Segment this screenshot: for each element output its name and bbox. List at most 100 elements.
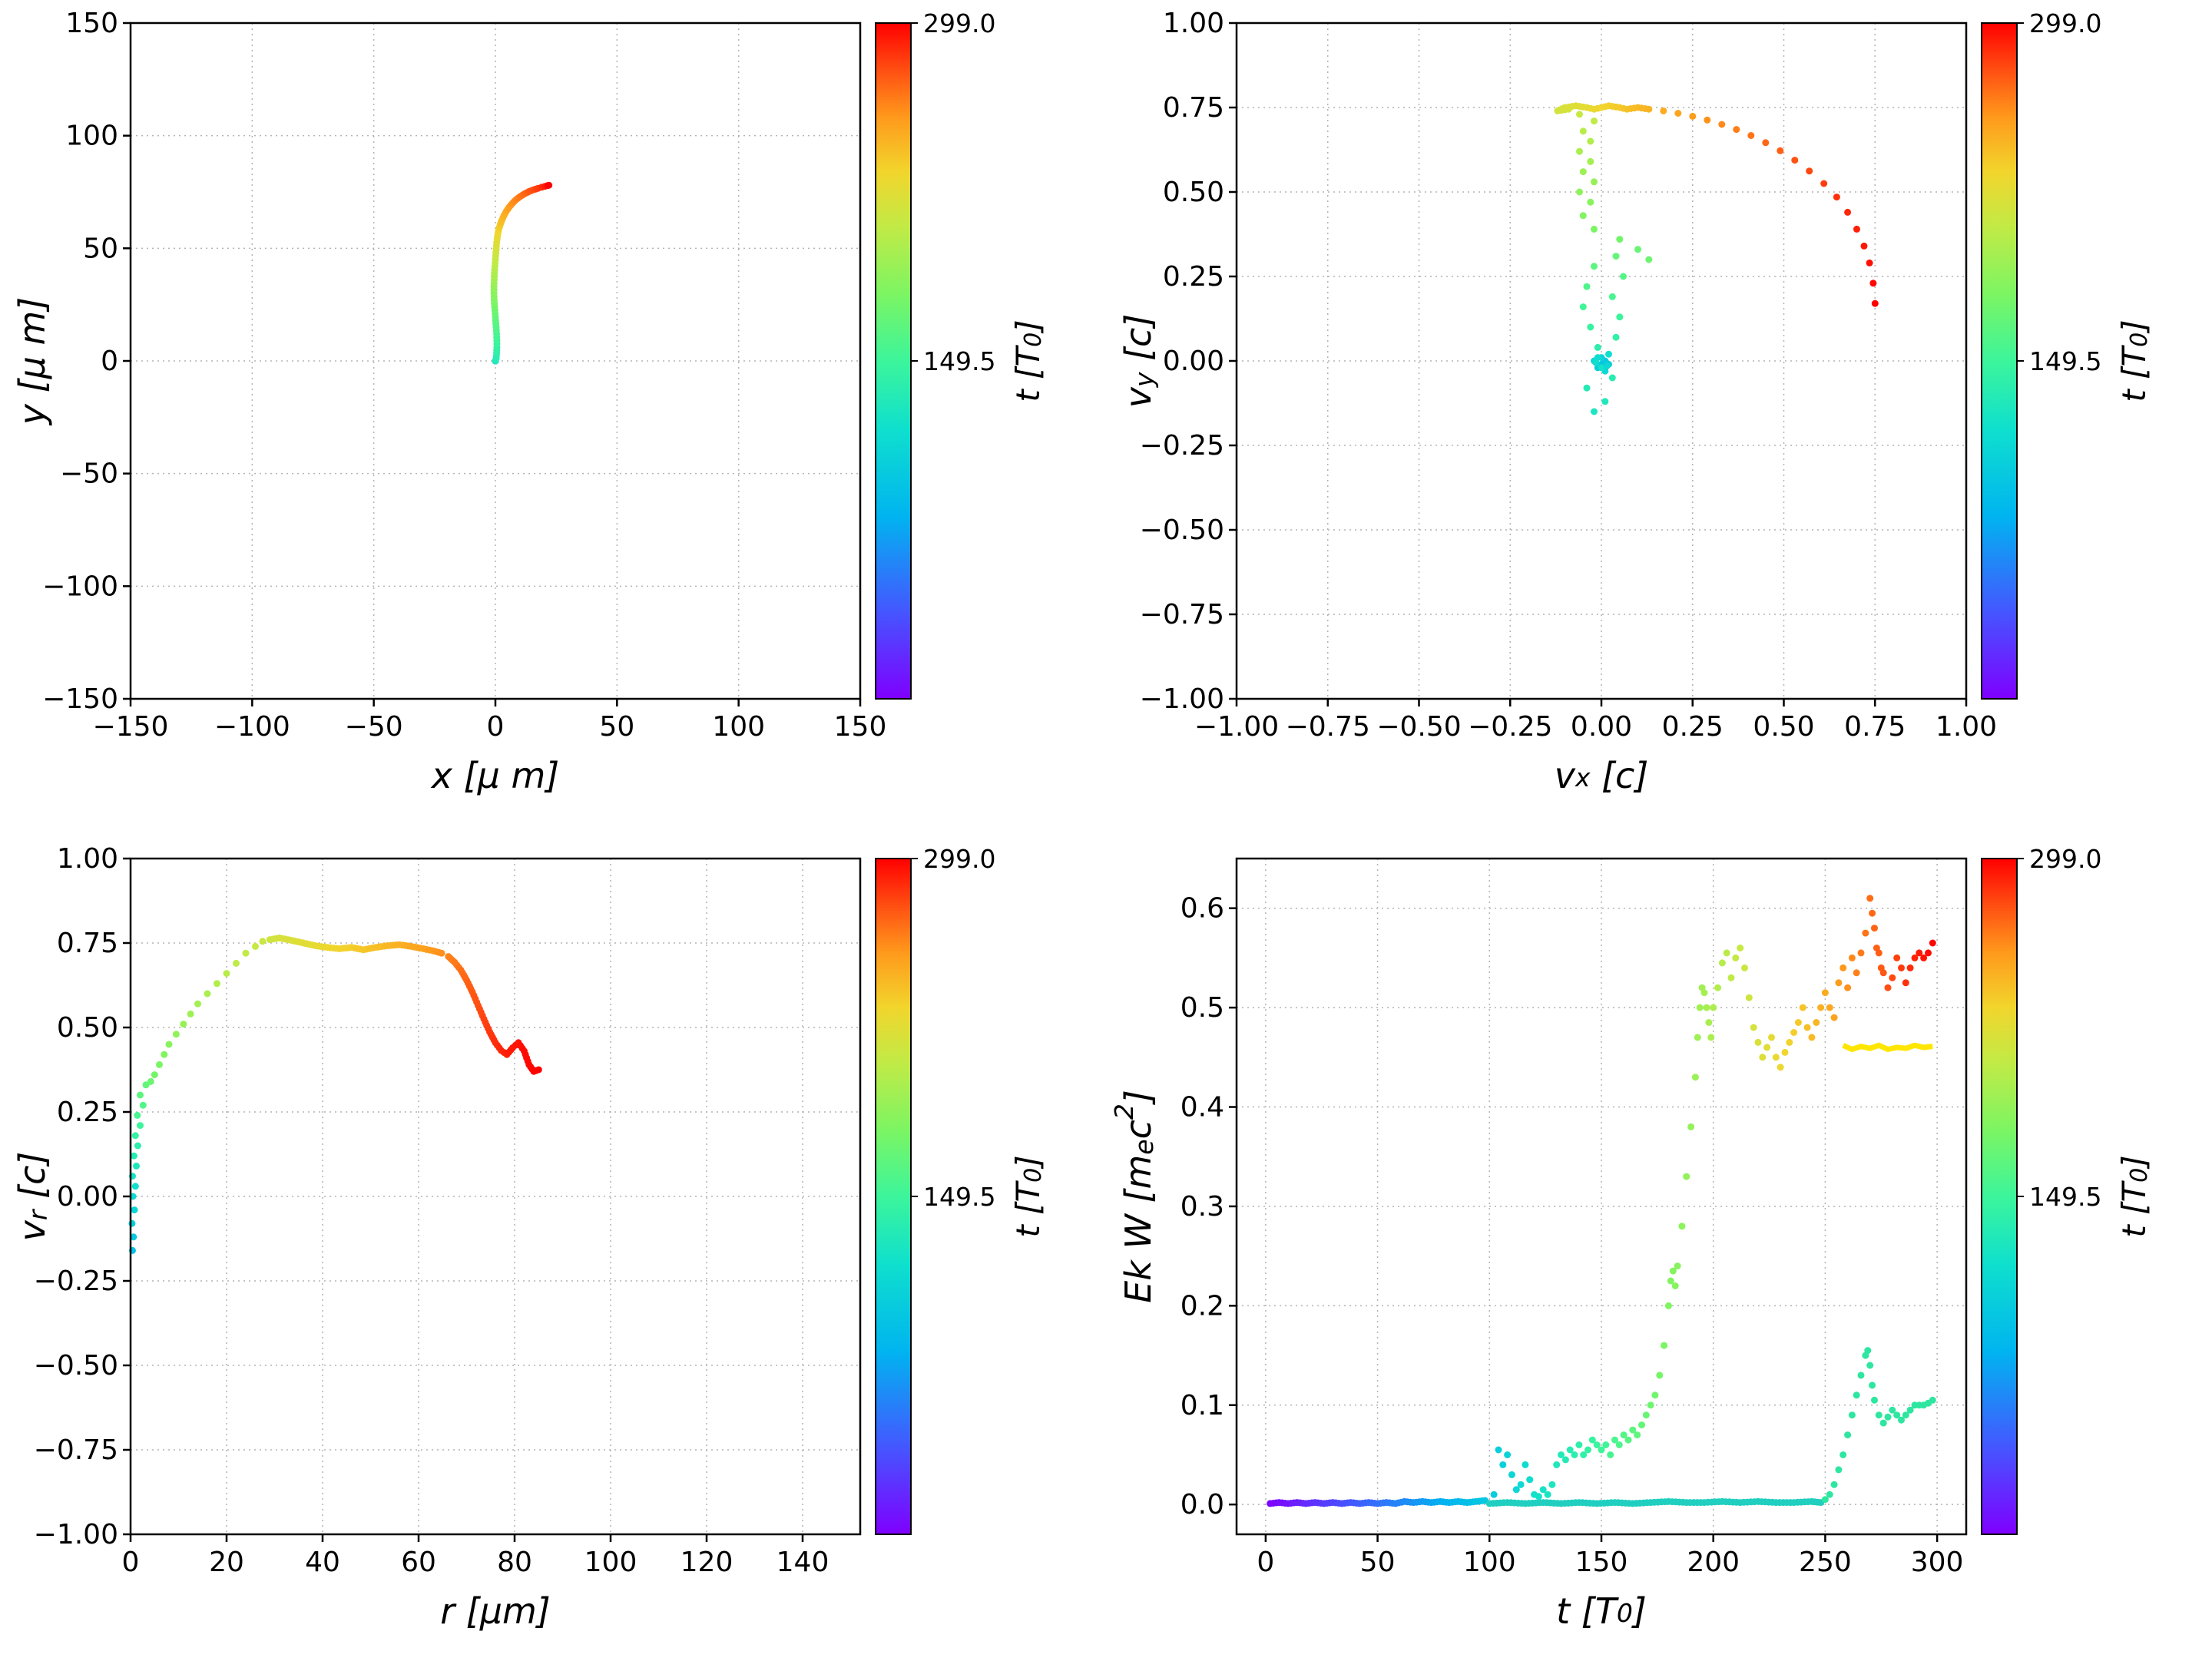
x-axis-ticks: −150 −100 −50 0 50 100 150	[93, 699, 887, 743]
chart-rvr: 0 20 40 60 80 100 120 140 −1.00 −0.75 −0.50 −0.25 0.…	[12, 843, 1047, 1633]
y-tick-label: 0.6	[1181, 892, 1224, 924]
y-tick-label: 0.50	[57, 1012, 118, 1044]
x-axis-ticks: 0 20 40 60 80 100 120 140	[122, 1534, 830, 1578]
x-tick-label: 250	[1799, 1547, 1852, 1578]
x-tick-label: 140	[777, 1547, 830, 1578]
x-tick-label: −100	[214, 711, 290, 743]
y-tick-label: −0.75	[1140, 599, 1224, 630]
y-tick-label: −0.50	[1140, 515, 1224, 546]
subplot-energy-ekt: 0 50 100 150 200 250 300 0.0 0.1 0.2 0.3 0.4 0.5 0.6 t…	[1106, 836, 2212, 1671]
y-axis-label: vy​ [c]	[1118, 314, 1159, 409]
series-yellow-line	[1842, 1042, 1933, 1053]
series-descent	[445, 953, 542, 1075]
x-tick-label: 50	[1360, 1547, 1396, 1578]
y-tick-label: 0	[101, 346, 118, 377]
series-plateau	[1554, 102, 1653, 114]
y-tick-label: 0.4	[1181, 1091, 1224, 1123]
series-orange-fluctuations	[1714, 945, 1838, 1071]
x-tick-label: 150	[1575, 1547, 1628, 1578]
series-arc	[1660, 107, 1879, 307]
series-trajectory	[490, 181, 553, 365]
x-tick-label: 20	[209, 1547, 244, 1578]
x-axis-ticks: −1.00 −0.75 −0.50 −0.25 0.00 0.25 0.50 0.75 1.00	[1194, 699, 1997, 743]
colorbar-tick-label: 149.5	[2029, 1182, 2101, 1212]
x-tick-label: 150	[834, 711, 887, 743]
series-particle2-rise	[1821, 1347, 1936, 1504]
grid-lines	[130, 858, 860, 1535]
y-tick-label: 0.50	[1163, 177, 1224, 208]
x-tick-label: 0	[487, 711, 505, 743]
y-tick-label: −100	[42, 571, 118, 602]
y-axis-label: vr​ [c]	[12, 1152, 53, 1242]
y-axis-label: y [μ m]	[12, 297, 53, 426]
x-tick-label: 200	[1687, 1547, 1740, 1578]
colorbar-tick-label: 299.0	[923, 8, 995, 38]
y-tick-label: 0.00	[57, 1181, 118, 1213]
y-tick-label: −0.50	[34, 1350, 118, 1381]
x-tick-label: 80	[497, 1547, 532, 1578]
colorbar-tick-label: 299.0	[2029, 8, 2101, 38]
series-steep-rise	[1656, 984, 1717, 1379]
x-axis-label: r [μm]	[440, 1590, 551, 1632]
colorbar	[1982, 859, 2017, 1534]
series-blob	[1591, 350, 1612, 375]
x-tick-label: 0	[122, 1547, 140, 1578]
series-red-fluctuations	[1835, 895, 1936, 991]
y-tick-label: 50	[83, 233, 118, 264]
x-tick-label: 0.75	[1844, 711, 1906, 743]
y-axis-ticks: −1.00 −0.75 −0.50 −0.25 0.00 0.25 0.50 0.75 1.00	[1140, 8, 1237, 715]
x-tick-label: 0.25	[1662, 711, 1724, 743]
plot-border	[129, 857, 862, 1536]
y-tick-label: 0.1	[1181, 1389, 1224, 1421]
x-tick-label: 100	[712, 711, 765, 743]
colorbar	[1982, 23, 2017, 699]
x-tick-label: −1.00	[1194, 711, 1279, 743]
colorbar-label: t [T0​]	[1009, 1155, 1047, 1237]
x-tick-label: 40	[305, 1547, 340, 1578]
y-tick-label: 0.75	[1163, 92, 1224, 124]
grid-lines	[1237, 859, 1966, 1534]
x-tick-label: 300	[1911, 1547, 1964, 1578]
y-tick-label: −1.00	[34, 1519, 118, 1550]
y-tick-label: −0.25	[34, 1266, 118, 1297]
y-tick-label: 0.25	[57, 1097, 118, 1128]
x-axis-label: x [μ m]	[430, 755, 559, 796]
colorbar-tick-label: 149.5	[923, 346, 995, 376]
x-tick-label: 100	[1463, 1547, 1516, 1578]
x-axis-label: vx​ [c]	[1555, 755, 1649, 796]
x-tick-label: 50	[599, 711, 634, 743]
y-tick-label: −1.00	[1140, 683, 1224, 715]
x-tick-label: 1.00	[1936, 711, 1997, 743]
x-axis-ticks: 0 50 100 150 200 250 300	[1257, 1534, 1963, 1578]
x-tick-label: −0.25	[1468, 711, 1552, 743]
series-rise	[1576, 111, 1624, 243]
y-tick-label: 0.25	[1163, 261, 1224, 293]
x-tick-label: 0	[1257, 1547, 1274, 1578]
x-tick-label: 0.00	[1571, 711, 1632, 743]
y-tick-label: 0.3	[1181, 1190, 1224, 1222]
colorbar-label: t [T0​]	[2115, 1155, 2153, 1237]
y-axis-ticks: 0.0 0.1 0.2 0.3 0.4 0.5 0.6	[1181, 892, 1237, 1520]
series-rise	[151, 938, 267, 1079]
y-tick-label: 1.00	[57, 843, 118, 875]
colorbar-label: t [T0​]	[1009, 319, 1047, 402]
colorbar-label: t [T0​]	[2115, 319, 2153, 402]
subplot-position-xy: −150 −100 −50 0 50 100 150 −150 −100 −50 0 50 100 150…	[0, 0, 1106, 836]
y-tick-label: 0.00	[1163, 346, 1224, 377]
y-tick-label: 0.75	[57, 928, 118, 959]
y-tick-label: −0.75	[34, 1434, 118, 1466]
y-tick-label: −150	[42, 683, 118, 715]
plot-border	[1235, 857, 1968, 1536]
colorbar-tick-label: 149.5	[2029, 346, 2101, 376]
y-tick-label: 0.0	[1181, 1489, 1224, 1520]
y-tick-label: 150	[65, 8, 118, 39]
x-tick-label: 60	[401, 1547, 436, 1578]
chart-ekt: 0 50 100 150 200 250 300 0.0 0.1 0.2 0.3 0.4 0.5 0.6 t…	[1109, 844, 2153, 1633]
chart-xy: −150 −100 −50 0 50 100 150 −150 −100 −50 0 50 100 150…	[12, 8, 1047, 797]
x-tick-label: 0.50	[1753, 711, 1814, 743]
subplot-radial-rvr: 0 20 40 60 80 100 120 140 −1.00 −0.75 −0.50 −0.25 0.…	[0, 836, 1106, 1671]
y-tick-label: 100	[65, 120, 118, 151]
y-tick-label: −0.25	[1140, 430, 1224, 462]
x-tick-label: −50	[345, 711, 403, 743]
